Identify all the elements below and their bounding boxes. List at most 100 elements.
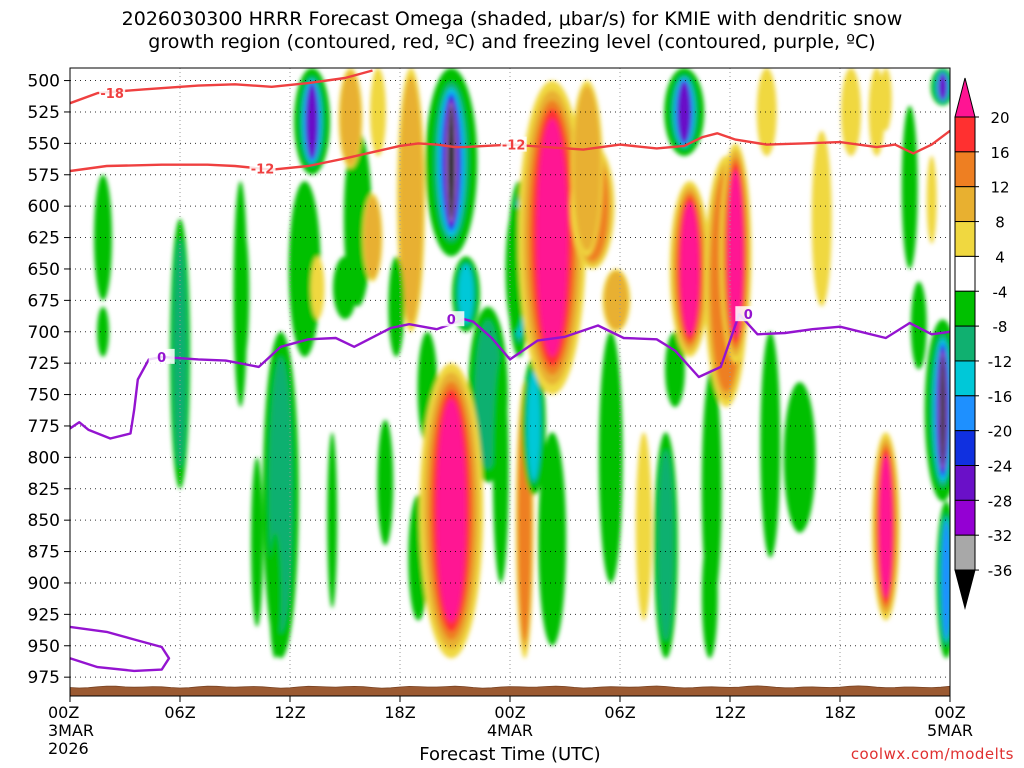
colorbar-label-3: 8 bbox=[995, 214, 1005, 232]
y-tick-label-700: 700 bbox=[28, 323, 60, 343]
y-tick-label-675: 675 bbox=[28, 291, 60, 311]
omega-shade-145 bbox=[940, 355, 945, 466]
colorbar-swatch-1 bbox=[954, 116, 976, 153]
colorbar-swatch-11 bbox=[954, 465, 976, 501]
colorbar-swatch-3 bbox=[954, 186, 976, 223]
x-tick-label-42: 18Z bbox=[824, 703, 855, 722]
svg-text:0: 0 bbox=[157, 351, 166, 366]
omega-shade-26 bbox=[346, 137, 370, 300]
omega-shade-116 bbox=[811, 130, 832, 307]
omega-shade-23 bbox=[327, 432, 338, 609]
omega-shade-15 bbox=[291, 188, 318, 350]
contour-2 bbox=[464, 129, 950, 155]
colorbar-swatch-8 bbox=[954, 360, 976, 397]
colorbar-swatch-5 bbox=[954, 255, 976, 292]
colorbar-swatch-4 bbox=[954, 221, 976, 257]
omega-shade-48 bbox=[458, 264, 474, 324]
x-tick-label-30: 06Z bbox=[604, 703, 635, 722]
contour-4 bbox=[70, 625, 171, 673]
x-tick-label-18: 18Z bbox=[384, 703, 415, 722]
omega-shade-44 bbox=[448, 105, 455, 220]
omega-shade-115 bbox=[786, 388, 813, 527]
omega-shade-8 bbox=[240, 236, 249, 352]
omega-shade-22 bbox=[307, 85, 317, 158]
omega-shade-159 bbox=[389, 260, 403, 353]
omega-shade-88 bbox=[666, 334, 684, 404]
y-tick-label-750: 750 bbox=[28, 386, 60, 406]
contour-label-0-a: 0 bbox=[148, 348, 175, 366]
y-tick-label-575: 575 bbox=[28, 166, 60, 186]
omega-shade-73 bbox=[540, 440, 564, 638]
colorbar-swatch-2 bbox=[954, 151, 976, 188]
contour-layer: -18 -12 -12 0 0 0 bbox=[70, 69, 950, 673]
omega-shade-32 bbox=[399, 76, 423, 324]
chart-title-line-2: growth region (contoured, red, ºC) and f… bbox=[148, 31, 876, 53]
x-tick-label-36: 12Z bbox=[714, 703, 745, 722]
omega-shade-155 bbox=[436, 399, 466, 623]
colorbar-label-12: -32 bbox=[988, 527, 1013, 545]
y-tick-label-725: 725 bbox=[28, 354, 60, 374]
omega-shade-117 bbox=[841, 68, 861, 156]
omega-shade-10 bbox=[252, 464, 262, 620]
terrain-surface bbox=[70, 685, 950, 696]
contour-label-minus18: -18 bbox=[99, 85, 126, 102]
omega-shade-113 bbox=[756, 68, 777, 156]
y-tick-label-625: 625 bbox=[28, 229, 60, 249]
omega-shade-112 bbox=[762, 340, 779, 549]
y-tick-label-900: 900 bbox=[28, 574, 60, 594]
y-tick-label-875: 875 bbox=[28, 543, 60, 563]
grid-layer bbox=[70, 68, 950, 696]
x-tick-date-48: 5MAR bbox=[927, 721, 973, 740]
x-tick-label-48: 00Z bbox=[934, 703, 965, 722]
x-tick-date-0: 3MAR bbox=[48, 721, 94, 740]
colorbar-label-9: -20 bbox=[988, 423, 1013, 441]
x-tick-label-24: 00Z bbox=[494, 703, 525, 722]
omega-shade-135 bbox=[939, 74, 947, 100]
y-tick-label-600: 600 bbox=[28, 197, 60, 217]
contour-1 bbox=[70, 142, 465, 173]
colorbar-swatch-13 bbox=[954, 534, 976, 571]
x-tick-label-0: 00Z bbox=[48, 703, 79, 722]
y-tick-label-850: 850 bbox=[28, 511, 60, 531]
colorbar-label-6: -8 bbox=[993, 318, 1008, 336]
contour-3 bbox=[70, 313, 950, 440]
omega-shading-layer bbox=[94, 68, 950, 659]
y-tick-label-975: 975 bbox=[28, 668, 60, 688]
colorbar-label-0: 20 bbox=[990, 109, 1009, 127]
y-axis: 500 525 550 575 600 625 650 675 700 725 750 775 800 8… bbox=[28, 72, 70, 688]
colorbar: 20 16 12 8 4 -4 -8 -12 -16 -20 -24 -28 -32 -36 bbox=[954, 77, 1013, 611]
colorbar-swatch-10 bbox=[954, 430, 976, 466]
y-tick-label-925: 925 bbox=[28, 605, 60, 625]
colorbar-swatch-7 bbox=[954, 325, 976, 362]
colorbar-swatch-12 bbox=[954, 499, 976, 536]
y-tick-label-525: 525 bbox=[28, 103, 60, 123]
svg-text:0: 0 bbox=[744, 308, 753, 323]
omega-shade-127 bbox=[912, 285, 926, 366]
colorbar-label-10: -24 bbox=[988, 458, 1013, 476]
x-tick-date-24: 4MAR bbox=[487, 721, 533, 740]
colorbar-label-13: -36 bbox=[988, 562, 1013, 580]
omega-shade-162 bbox=[310, 256, 325, 320]
omega-shade-128 bbox=[926, 155, 937, 244]
omega-shade-93 bbox=[680, 202, 699, 336]
x-tick-label-12: 12Z bbox=[274, 703, 305, 722]
contour-label-0-b: 0 bbox=[438, 311, 465, 328]
omega-shade-71 bbox=[536, 118, 568, 357]
colorbar-bottom-arrow bbox=[954, 569, 976, 611]
y-tick-label-650: 650 bbox=[28, 260, 60, 280]
contour-label-minus12-right: -12 bbox=[500, 136, 527, 154]
omega-shade-110 bbox=[728, 170, 743, 337]
omega-shade-167 bbox=[868, 68, 885, 156]
colorbar-top-arrow bbox=[954, 77, 976, 118]
colorbar-swatch-9 bbox=[954, 395, 976, 432]
omega-shade-66 bbox=[527, 371, 541, 481]
omega-shade-165 bbox=[370, 68, 386, 156]
colorbar-label-5: -4 bbox=[993, 283, 1008, 301]
colorbar-label-8: -16 bbox=[988, 388, 1013, 406]
svg-text:-12: -12 bbox=[251, 162, 275, 177]
omega-shade-164 bbox=[340, 71, 361, 166]
omega-shade-28 bbox=[378, 424, 392, 541]
colorbar-swatch-6 bbox=[954, 290, 976, 327]
